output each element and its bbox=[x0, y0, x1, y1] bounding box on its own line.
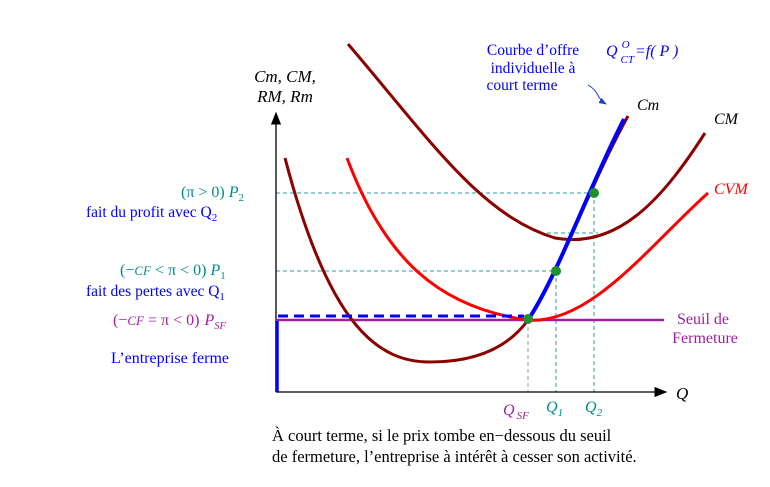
average-cost-curve bbox=[346, 43, 707, 242]
psf-condition: (−CF = π < 0) PSF bbox=[113, 312, 226, 332]
threshold-label-line2: Fermeture bbox=[672, 330, 738, 347]
q2-label: Q2 bbox=[585, 399, 603, 419]
caption-line1: À court terme, si le prix tombe en−desso… bbox=[272, 426, 612, 445]
supply-note: Courbe d’offre individuelle à court term… bbox=[486, 42, 579, 94]
y-axis-label-line2: RM, Rm bbox=[256, 87, 313, 106]
supply-curve bbox=[526, 118, 626, 322]
cm-label: Cm bbox=[637, 97, 659, 114]
cvm-label: CVM bbox=[714, 181, 749, 198]
p2-note: fait du profit avec Q2 bbox=[86, 204, 217, 224]
supply-formula: Q O CT=f( P ) bbox=[606, 39, 678, 66]
p1-point bbox=[551, 266, 561, 276]
shutdown-point bbox=[523, 314, 533, 324]
average-variable-cost-curve bbox=[345, 157, 710, 322]
supply-note-arrow bbox=[587, 84, 607, 105]
qsf-label: Q SF bbox=[503, 402, 529, 422]
p1-condition: (−CF < π < 0) P1 bbox=[120, 262, 226, 282]
cm-avg-label: CM bbox=[714, 111, 740, 128]
p2-point bbox=[589, 188, 599, 198]
y-axis-label-line1: Cm, CM, bbox=[254, 67, 316, 86]
caption: À court terme, si le prix tombe en−desso… bbox=[272, 425, 742, 467]
closing-label: L’entreprise ferme bbox=[111, 350, 229, 367]
q1-label: Q1 bbox=[546, 399, 563, 419]
supply-note-line3: court terme bbox=[486, 77, 557, 94]
p2-condition: (π > 0) P2 bbox=[181, 184, 244, 204]
p1-note: fait des pertes avec Q1 bbox=[86, 283, 225, 303]
supply-note-line2: individuelle à bbox=[491, 60, 576, 77]
supply-note-line1: Courbe d’offre bbox=[487, 42, 579, 59]
x-axis-label: Q bbox=[676, 384, 688, 403]
caption-line2: de fermeture, l’entreprise à intérêt à c… bbox=[272, 447, 637, 466]
threshold-label-line1: Seuil de bbox=[677, 311, 729, 328]
